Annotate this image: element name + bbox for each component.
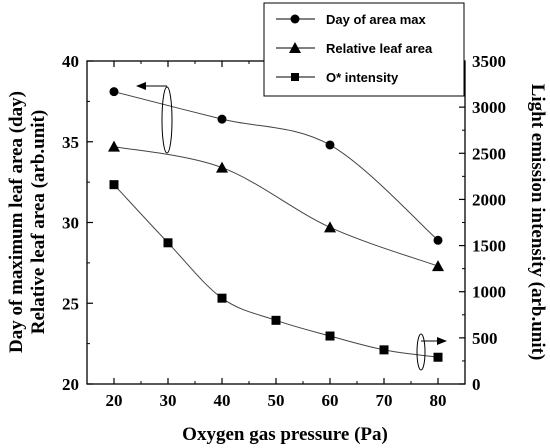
y-left-tick-label: 25 <box>62 294 79 313</box>
y-right-tick-label: 3000 <box>472 98 506 117</box>
x-tick-label: 50 <box>268 391 285 410</box>
right-annotation-ellipse <box>416 333 426 371</box>
legend-label-day-of-area-max: Day of area max <box>326 12 426 27</box>
y-left-tick-label: 40 <box>62 52 79 71</box>
x-tick-label: 70 <box>376 391 393 410</box>
series-2-curve <box>113 146 439 267</box>
series-2-point <box>324 221 336 233</box>
y-right-tick-label: 0 <box>472 375 481 394</box>
y-right-tick-label: 1000 <box>472 283 506 302</box>
x-tick-label: 20 <box>106 391 123 410</box>
legend-label-o-star-intensity: O* intensity <box>326 70 399 85</box>
left-annotation-arrowhead <box>136 82 146 90</box>
series-2-point <box>108 140 120 152</box>
series-3-curve <box>113 184 439 358</box>
series-1-point <box>325 140 335 150</box>
series-3-point <box>163 238 173 248</box>
y-right-tick-label: 1500 <box>472 237 506 256</box>
left-annotation-ellipse <box>161 86 173 154</box>
series-3-point <box>217 293 227 303</box>
legend-marker-circle <box>290 14 300 24</box>
y-left-tick-label: 20 <box>62 375 79 394</box>
right-axis-annotation <box>416 333 447 371</box>
series-3-point <box>109 180 119 190</box>
series-2-point <box>432 260 444 272</box>
y-axis-right-title: Light emission intensity (arb.unit) <box>527 84 548 361</box>
plot-frame <box>86 60 466 385</box>
series-3-point <box>433 352 443 362</box>
series-1-curve <box>113 91 439 241</box>
x-tick-label: 30 <box>160 391 177 410</box>
x-tick-label: 80 <box>430 391 447 410</box>
y-right-tick-label: 2500 <box>472 144 506 163</box>
y-left-tick-label: 30 <box>62 214 79 233</box>
series-3-point <box>271 315 281 325</box>
series-1-point <box>217 114 227 124</box>
right-annotation-arrowhead <box>437 337 447 345</box>
legend-marker-square <box>291 73 299 81</box>
axes: 20 30 40 50 60 70 80 20 25 30 35 40 0 500 1000 1500 2000… <box>62 52 506 410</box>
series-1-point <box>109 87 119 97</box>
y-axis-left-title-line1: Day of maximum leaf area (day) <box>6 91 27 353</box>
y-right-tick-label: 3500 <box>472 52 506 71</box>
x-tick-label: 40 <box>214 391 231 410</box>
x-tick-label: 60 <box>322 391 339 410</box>
legend-label-relative-leaf-area: Relative leaf area <box>326 41 433 56</box>
series-1-point <box>433 235 443 245</box>
y-right-tick-label: 2000 <box>472 190 506 209</box>
x-axis-title: Oxygen gas pressure (Pa) <box>182 424 388 445</box>
y-right-tick-label: 500 <box>472 329 498 348</box>
legend-marker-triangle <box>289 42 301 53</box>
y-axis-left-title-line2: Relative leaf area (arb.unit) <box>28 110 49 334</box>
series-3-point <box>325 331 335 341</box>
y-left-tick-label: 35 <box>62 133 79 152</box>
legend: Day of area max Relative leaf area O* in… <box>263 2 465 97</box>
series-3-point <box>379 345 389 355</box>
series-2-point <box>216 161 228 173</box>
data-markers <box>108 87 444 362</box>
left-axis-annotation <box>136 82 173 154</box>
